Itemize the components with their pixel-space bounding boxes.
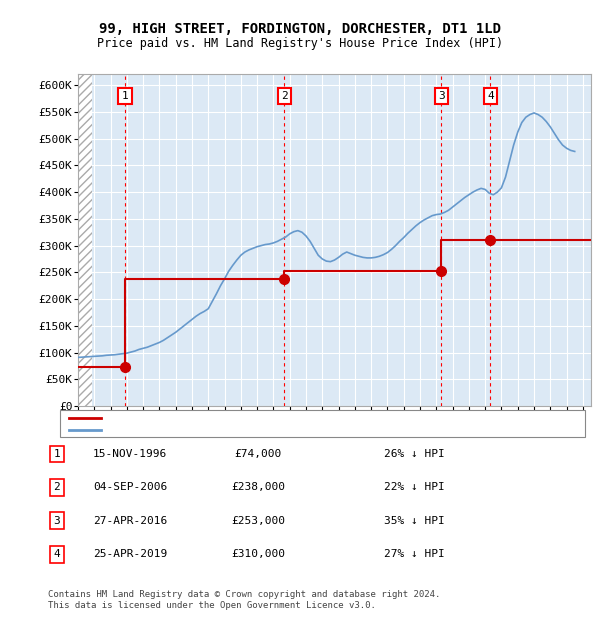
Text: 3: 3 <box>438 91 445 101</box>
Text: HPI: Average price, detached house, Dorset: HPI: Average price, detached house, Dors… <box>106 425 368 435</box>
Text: 2: 2 <box>281 91 288 101</box>
Text: 26% ↓ HPI: 26% ↓ HPI <box>384 449 445 459</box>
Text: 25-APR-2019: 25-APR-2019 <box>93 549 167 559</box>
Text: 99, HIGH STREET, FORDINGTON, DORCHESTER, DT1 1LD (detached house): 99, HIGH STREET, FORDINGTON, DORCHESTER,… <box>106 413 512 423</box>
Text: Price paid vs. HM Land Registry's House Price Index (HPI): Price paid vs. HM Land Registry's House … <box>97 37 503 50</box>
Text: Contains HM Land Registry data © Crown copyright and database right 2024.
This d: Contains HM Land Registry data © Crown c… <box>48 590 440 609</box>
Text: £310,000: £310,000 <box>231 549 285 559</box>
Text: 1: 1 <box>121 91 128 101</box>
Text: 3: 3 <box>53 516 61 526</box>
Text: 22% ↓ HPI: 22% ↓ HPI <box>384 482 445 492</box>
Text: 4: 4 <box>487 91 494 101</box>
Text: £238,000: £238,000 <box>231 482 285 492</box>
Text: 4: 4 <box>53 549 61 559</box>
Text: 15-NOV-1996: 15-NOV-1996 <box>93 449 167 459</box>
Text: £74,000: £74,000 <box>235 449 281 459</box>
Text: £253,000: £253,000 <box>231 516 285 526</box>
Text: 2: 2 <box>53 482 61 492</box>
Text: 27% ↓ HPI: 27% ↓ HPI <box>384 549 445 559</box>
Text: 1: 1 <box>53 449 61 459</box>
Text: 35% ↓ HPI: 35% ↓ HPI <box>384 516 445 526</box>
Text: 04-SEP-2006: 04-SEP-2006 <box>93 482 167 492</box>
Text: 27-APR-2016: 27-APR-2016 <box>93 516 167 526</box>
Text: 99, HIGH STREET, FORDINGTON, DORCHESTER, DT1 1LD: 99, HIGH STREET, FORDINGTON, DORCHESTER,… <box>99 22 501 36</box>
